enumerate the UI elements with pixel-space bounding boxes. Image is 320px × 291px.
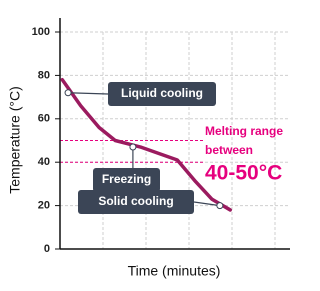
y-tick-label: 0	[44, 243, 50, 255]
connector	[193, 201, 220, 207]
label-box	[108, 82, 216, 106]
y-tick-label: 20	[38, 200, 50, 212]
connector	[68, 92, 109, 95]
y-tick-label: 100	[32, 26, 50, 38]
note-text: Melting range	[205, 124, 283, 138]
annotation-label: Solid cooling	[98, 194, 173, 208]
x-axis-label: Time (minutes)	[128, 263, 221, 279]
marker	[64, 89, 72, 97]
annotation-label: Liquid cooling	[121, 86, 203, 100]
annotation-label: Freezing	[102, 172, 151, 186]
y-tick-label: 60	[38, 113, 50, 125]
y-tick-label: 80	[38, 69, 50, 81]
vertical-grid	[102, 32, 276, 249]
label-box	[78, 190, 194, 214]
marker	[129, 143, 137, 151]
marker	[216, 202, 224, 210]
label-box	[93, 168, 160, 192]
y-tick-label: 40	[38, 156, 50, 168]
line	[60, 77, 232, 212]
y-axis-label: Temperature (°C)	[7, 86, 23, 194]
note-emphasis: 40-50°C	[205, 162, 282, 185]
note-text: between	[205, 143, 253, 157]
chart: Time (minutes) Temperature (°C) 0 20 40 60 8…	[7, 18, 290, 279]
